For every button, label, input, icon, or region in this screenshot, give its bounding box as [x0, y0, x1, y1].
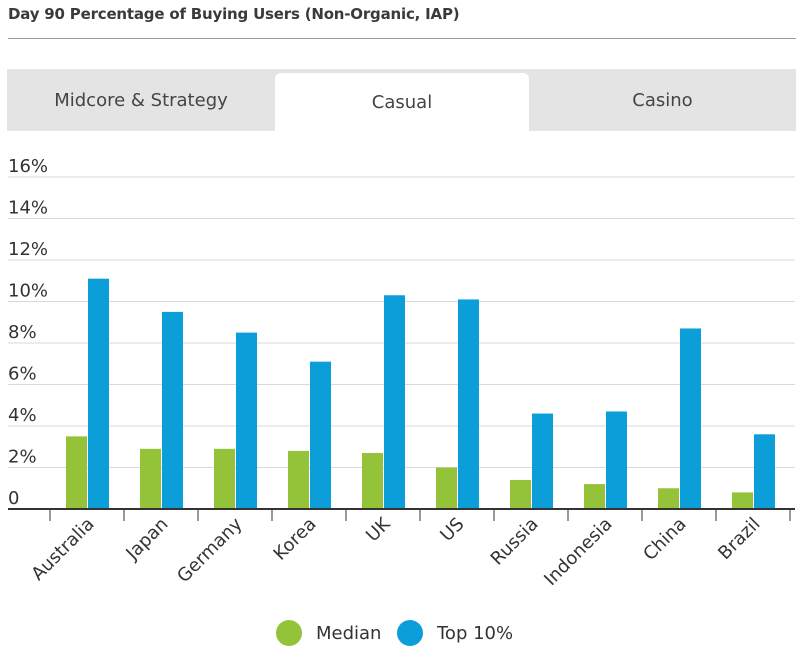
- y-tick-label: 12%: [8, 239, 48, 260]
- y-tick-label: 6%: [8, 364, 37, 385]
- top10-swatch-icon: [397, 620, 423, 646]
- y-tick-label: 0: [8, 488, 19, 509]
- bar-top10: [754, 434, 775, 509]
- median-swatch-icon: [276, 620, 302, 646]
- bar-top10: [680, 328, 701, 509]
- x-tick-label: US: [436, 514, 468, 546]
- y-tick-label: 8%: [8, 322, 37, 343]
- bar-median: [658, 488, 679, 509]
- y-tick-label: 14%: [8, 198, 48, 219]
- bar-top10: [532, 413, 553, 509]
- bar-top10: [458, 299, 479, 509]
- bar-top10: [88, 278, 109, 509]
- bar-median: [732, 492, 753, 509]
- tab-label: Casual: [371, 91, 433, 113]
- x-tick-label: Australia: [27, 514, 98, 585]
- tab-label: Casino: [632, 89, 693, 111]
- x-tick-label: China: [639, 514, 690, 565]
- x-tick-label: UK: [362, 513, 395, 546]
- bar-median: [214, 448, 235, 509]
- legend: Median Top 10%: [0, 620, 803, 650]
- category-tabs: Midcore & Strategy Casual Casino: [7, 69, 796, 131]
- bar-chart: 0 2% 4% 6% 8% 10% 12% 14% 16% Australia Japan Germa…: [8, 156, 795, 590]
- bar-top10: [310, 361, 331, 509]
- y-tick-label: 4%: [8, 405, 37, 426]
- x-tick-label: Germany: [173, 513, 247, 587]
- bar-median: [288, 450, 309, 509]
- x-tick-label: Brazil: [714, 514, 764, 564]
- bar-top10: [236, 332, 257, 509]
- bar-top10: [606, 411, 627, 509]
- chart-title: Day 90 Percentage of Buying Users (Non-O…: [8, 5, 460, 23]
- tab-casual[interactable]: Casual: [275, 73, 529, 131]
- legend-label-median: Median: [316, 622, 382, 644]
- y-tick-label: 10%: [8, 281, 48, 302]
- bar-top10: [384, 295, 405, 509]
- tab-label: Midcore & Strategy: [54, 89, 228, 111]
- x-tick-label: Japan: [121, 514, 172, 565]
- bar-median: [362, 452, 383, 509]
- tab-midcore-strategy[interactable]: Midcore & Strategy: [7, 69, 275, 131]
- bar-median: [436, 467, 457, 509]
- x-tick-label: Indonesia: [540, 514, 616, 590]
- bar-top10: [162, 311, 183, 509]
- x-tick-label: Russia: [487, 514, 543, 570]
- legend-label-top10: Top 10%: [437, 622, 514, 644]
- bar-median: [66, 436, 87, 509]
- y-tick-label: 16%: [8, 156, 48, 177]
- bar-median: [584, 484, 605, 509]
- y-tick-label: 2%: [8, 447, 37, 468]
- bar-median: [140, 448, 161, 509]
- title-divider: [8, 38, 796, 39]
- legend-item-median[interactable]: Median: [276, 620, 381, 646]
- legend-item-top10[interactable]: Top 10%: [397, 620, 513, 646]
- tab-casino[interactable]: Casino: [529, 69, 796, 131]
- bar-median: [510, 479, 531, 509]
- x-tick-label: Korea: [270, 514, 321, 565]
